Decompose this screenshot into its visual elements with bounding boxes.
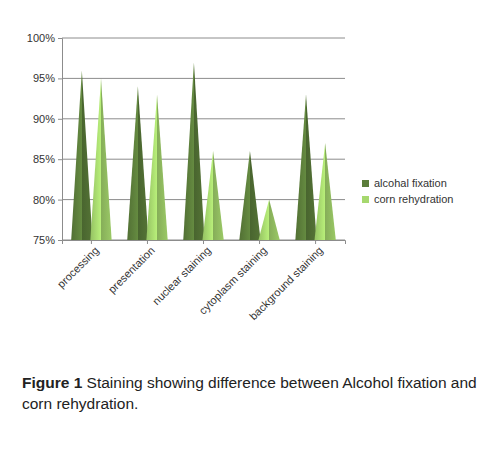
chart: 75% 80% 85% 90% 95% 100% processingpresentatio… xyxy=(0,0,494,365)
y-tick-label: 85% xyxy=(33,153,55,165)
series xyxy=(90,78,335,240)
y-tick-label: 75% xyxy=(33,234,55,246)
x-tick-mark xyxy=(203,240,204,244)
y-tick-mark xyxy=(58,119,62,120)
caption: Figure 1 Staining showing difference bet… xyxy=(22,372,477,414)
grid-line xyxy=(62,118,345,119)
cone xyxy=(90,78,111,240)
cone xyxy=(295,95,316,240)
y-tick-mark xyxy=(58,240,62,241)
legend-label: alcohal fixation xyxy=(374,177,447,189)
x-tick: processing xyxy=(55,240,101,290)
y-tick-mark xyxy=(58,159,62,160)
legend-item: corn rehydration xyxy=(362,193,454,205)
title: Figure 1 xyxy=(22,374,82,391)
y-tick-mark xyxy=(58,38,62,39)
x-tick-label: presentation xyxy=(106,244,157,295)
cone xyxy=(183,62,204,240)
y-tick-label: 95% xyxy=(33,72,55,84)
y-tick-label: 90% xyxy=(33,113,55,125)
x-tick-mark xyxy=(259,240,260,244)
x-tick-label: nuclear staining xyxy=(150,244,213,307)
grid xyxy=(62,38,345,240)
x-axis: processingpresentationnuclear stainingcy… xyxy=(55,240,346,322)
grid-line xyxy=(62,38,345,39)
y-tick-label: 80% xyxy=(33,194,55,206)
legend-item: alcohal fixation xyxy=(362,177,447,189)
legend-swatch xyxy=(362,180,369,187)
cone xyxy=(202,151,223,240)
y-tick: 95% xyxy=(33,72,62,84)
y-axis: 75% 80% 85% 90% 95% 100% xyxy=(27,32,63,246)
space xyxy=(82,374,86,391)
grid-line xyxy=(62,78,345,79)
y-tick: 80% xyxy=(33,194,62,206)
legend: alcohal fixation corn rehydration xyxy=(362,177,454,205)
y-tick-mark xyxy=(58,200,62,201)
y-tick: 100% xyxy=(27,32,62,44)
y-tick: 85% xyxy=(33,153,62,165)
cone xyxy=(146,95,167,240)
series xyxy=(71,62,316,240)
cone xyxy=(71,70,92,240)
legend-label: corn rehydration xyxy=(374,193,454,205)
y-axis-line xyxy=(58,39,63,241)
y-tick: 75% xyxy=(33,234,62,246)
x-tick-mark xyxy=(147,240,148,244)
x-tick-label: processing xyxy=(55,244,101,290)
marks xyxy=(71,62,336,240)
x-tick: presentation xyxy=(106,240,157,295)
cone xyxy=(239,151,260,240)
cone xyxy=(315,143,336,240)
y-tick-mark xyxy=(58,78,62,79)
legend-swatch xyxy=(362,196,369,203)
x-tick-mark xyxy=(91,240,92,244)
x-tick: nuclear staining xyxy=(150,240,213,307)
x-axis-line xyxy=(63,241,346,245)
y-tick: 90% xyxy=(33,113,62,125)
cone xyxy=(258,200,279,240)
subtitle: Staining showing difference between Alco… xyxy=(22,374,477,412)
y-tick-label: 100% xyxy=(27,32,55,44)
x-tick: background staining xyxy=(247,240,325,322)
x-tick-mark xyxy=(315,240,316,244)
x-tick-label: background staining xyxy=(247,244,325,322)
cone xyxy=(127,86,148,240)
